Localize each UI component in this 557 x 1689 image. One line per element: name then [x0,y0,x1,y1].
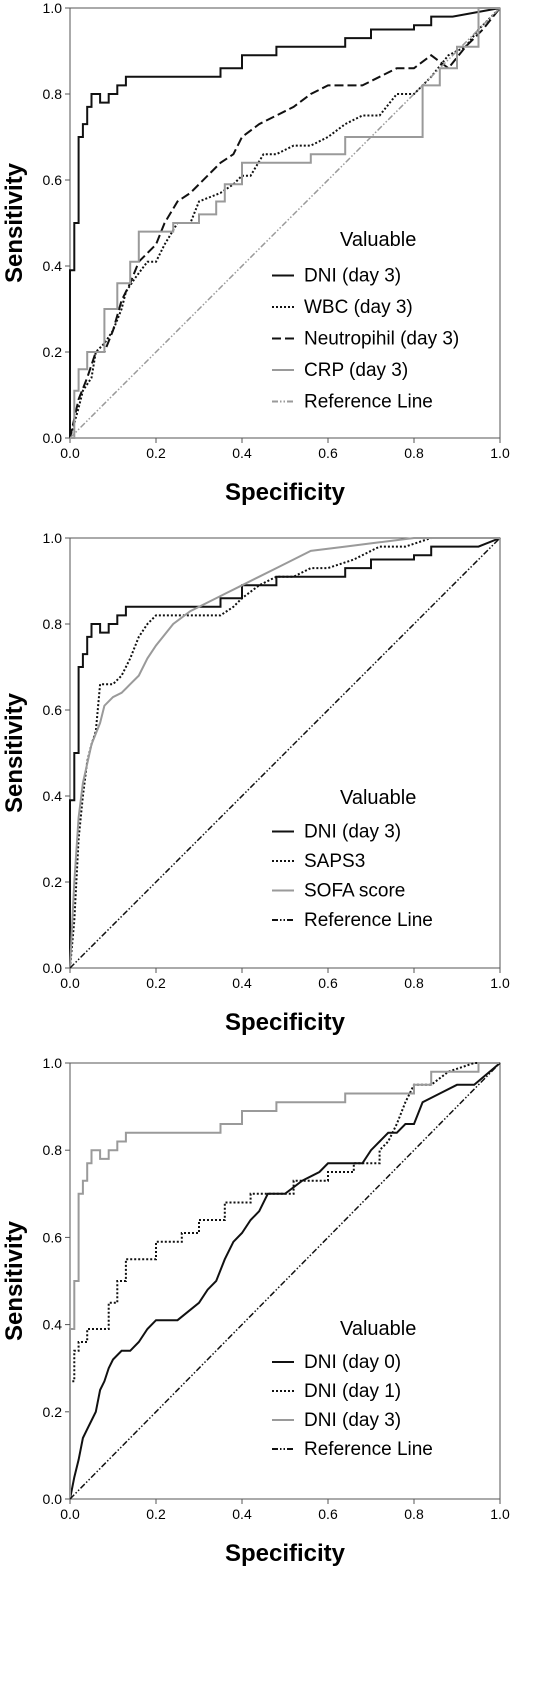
x-tick-label: 1.0 [490,1506,510,1522]
series-line-2 [69,537,500,969]
y-tick-label: 0.0 [43,430,63,446]
legend-label-0: DNI (day 3) [304,266,401,287]
y-tick-label: 0.8 [43,616,63,632]
series-line-3 [69,537,501,969]
x-tick-label: 0.6 [318,975,338,991]
series-line-2 [69,7,501,439]
y-tick-label: 0.0 [43,960,63,976]
y-tick-label: 0.6 [43,1229,63,1245]
legend-label-1: WBC (day 3) [304,297,413,318]
y-tick-label: 0.4 [43,258,63,274]
x-tick-label: 0.0 [60,1506,80,1522]
x-tick-label: 0.0 [60,445,80,461]
x-tick-label: 0.2 [146,1506,166,1522]
x-tick-label: 1.0 [490,975,510,991]
x-tick-label: 0.6 [318,445,338,461]
y-tick-label: 0.6 [43,172,63,188]
legend-label-2: SOFA score [304,881,405,902]
plot-frame [69,537,501,969]
x-tick-label: 1.0 [490,445,510,461]
legend-title: Valuable [340,229,416,251]
legend-title: Valuable [340,787,416,809]
x-axis-label: Specificity [225,1009,346,1036]
x-tick-label: 0.6 [318,1506,338,1522]
legend-label-2: DNI (day 3) [304,1410,401,1431]
series-line-4 [69,7,501,439]
roc-chart-middle: 0.0 0.2 0.4 0.6 0.8 1.0 0.0 0.2 0.4 0.6 0.8 1.0 Spec… [1,530,510,1036]
y-tick-label: 0.8 [43,86,63,102]
x-tick-label: 0.4 [232,975,252,991]
y-axis-label: Sensitivity [1,1220,28,1341]
x-tick-label: 0.2 [146,975,166,991]
y-tick-label: 0.2 [43,1404,63,1420]
roc-chart-top: 0.0 0.2 0.4 0.6 0.8 1.0 0.0 0.2 0.4 0.6 0.8 1.0 Spec… [1,0,510,506]
y-tick-label: 0.4 [43,1317,63,1333]
x-tick-label: 0.0 [60,975,80,991]
plot-frame [69,1062,501,1500]
y-tick-label: 1.0 [43,0,63,16]
y-tick-label: 0.6 [43,702,63,718]
y-tick-label: 1.0 [43,1055,63,1071]
series-line-3 [69,1062,501,1500]
series-line-0 [69,1062,501,1500]
legend-label-3: Reference Line [304,910,433,931]
legend-label-0: DNI (day 0) [304,1352,401,1373]
legend-label-3: CRP (day 3) [304,360,408,381]
series-line-3 [70,7,500,439]
legend-label-0: DNI (day 3) [304,822,401,843]
roc-chart-bottom: 0.0 0.2 0.4 0.6 0.8 1.0 0.0 0.2 0.4 0.6 0.8 1.0 Spec… [1,1055,510,1567]
legend-title: Valuable [340,1318,416,1340]
series-line-2 [69,1062,500,1499]
y-axis-label: Sensitivity [1,162,28,283]
y-tick-label: 0.4 [43,788,63,804]
legend-label-4: Reference Line [304,392,433,413]
y-tick-label: 0.8 [43,1142,63,1158]
x-tick-label: 0.8 [404,1506,424,1522]
plot-frame [69,7,501,439]
x-tick-label: 0.8 [404,445,424,461]
x-tick-label: 0.4 [232,1506,252,1522]
legend-label-2: Neutropihil (day 3) [304,329,459,350]
legend-label-1: SAPS3 [304,851,365,872]
x-axis-label: Specificity [225,1540,346,1567]
y-tick-label: 0.2 [43,344,63,360]
y-tick-label: 0.0 [43,1491,63,1507]
series-line-0 [69,7,501,438]
legend-label-1: DNI (day 1) [304,1381,401,1402]
x-tick-label: 0.2 [146,445,166,461]
y-tick-label: 0.2 [43,874,63,890]
x-tick-label: 0.4 [232,445,252,461]
x-axis-label: Specificity [225,479,346,506]
series-line-0 [69,537,501,968]
x-tick-label: 0.8 [404,975,424,991]
y-tick-label: 1.0 [43,530,63,546]
legend-label-3: Reference Line [304,1439,433,1460]
series-line-1 [69,7,501,439]
y-axis-label: Sensitivity [1,692,28,813]
series-line-1 [69,1062,500,1499]
